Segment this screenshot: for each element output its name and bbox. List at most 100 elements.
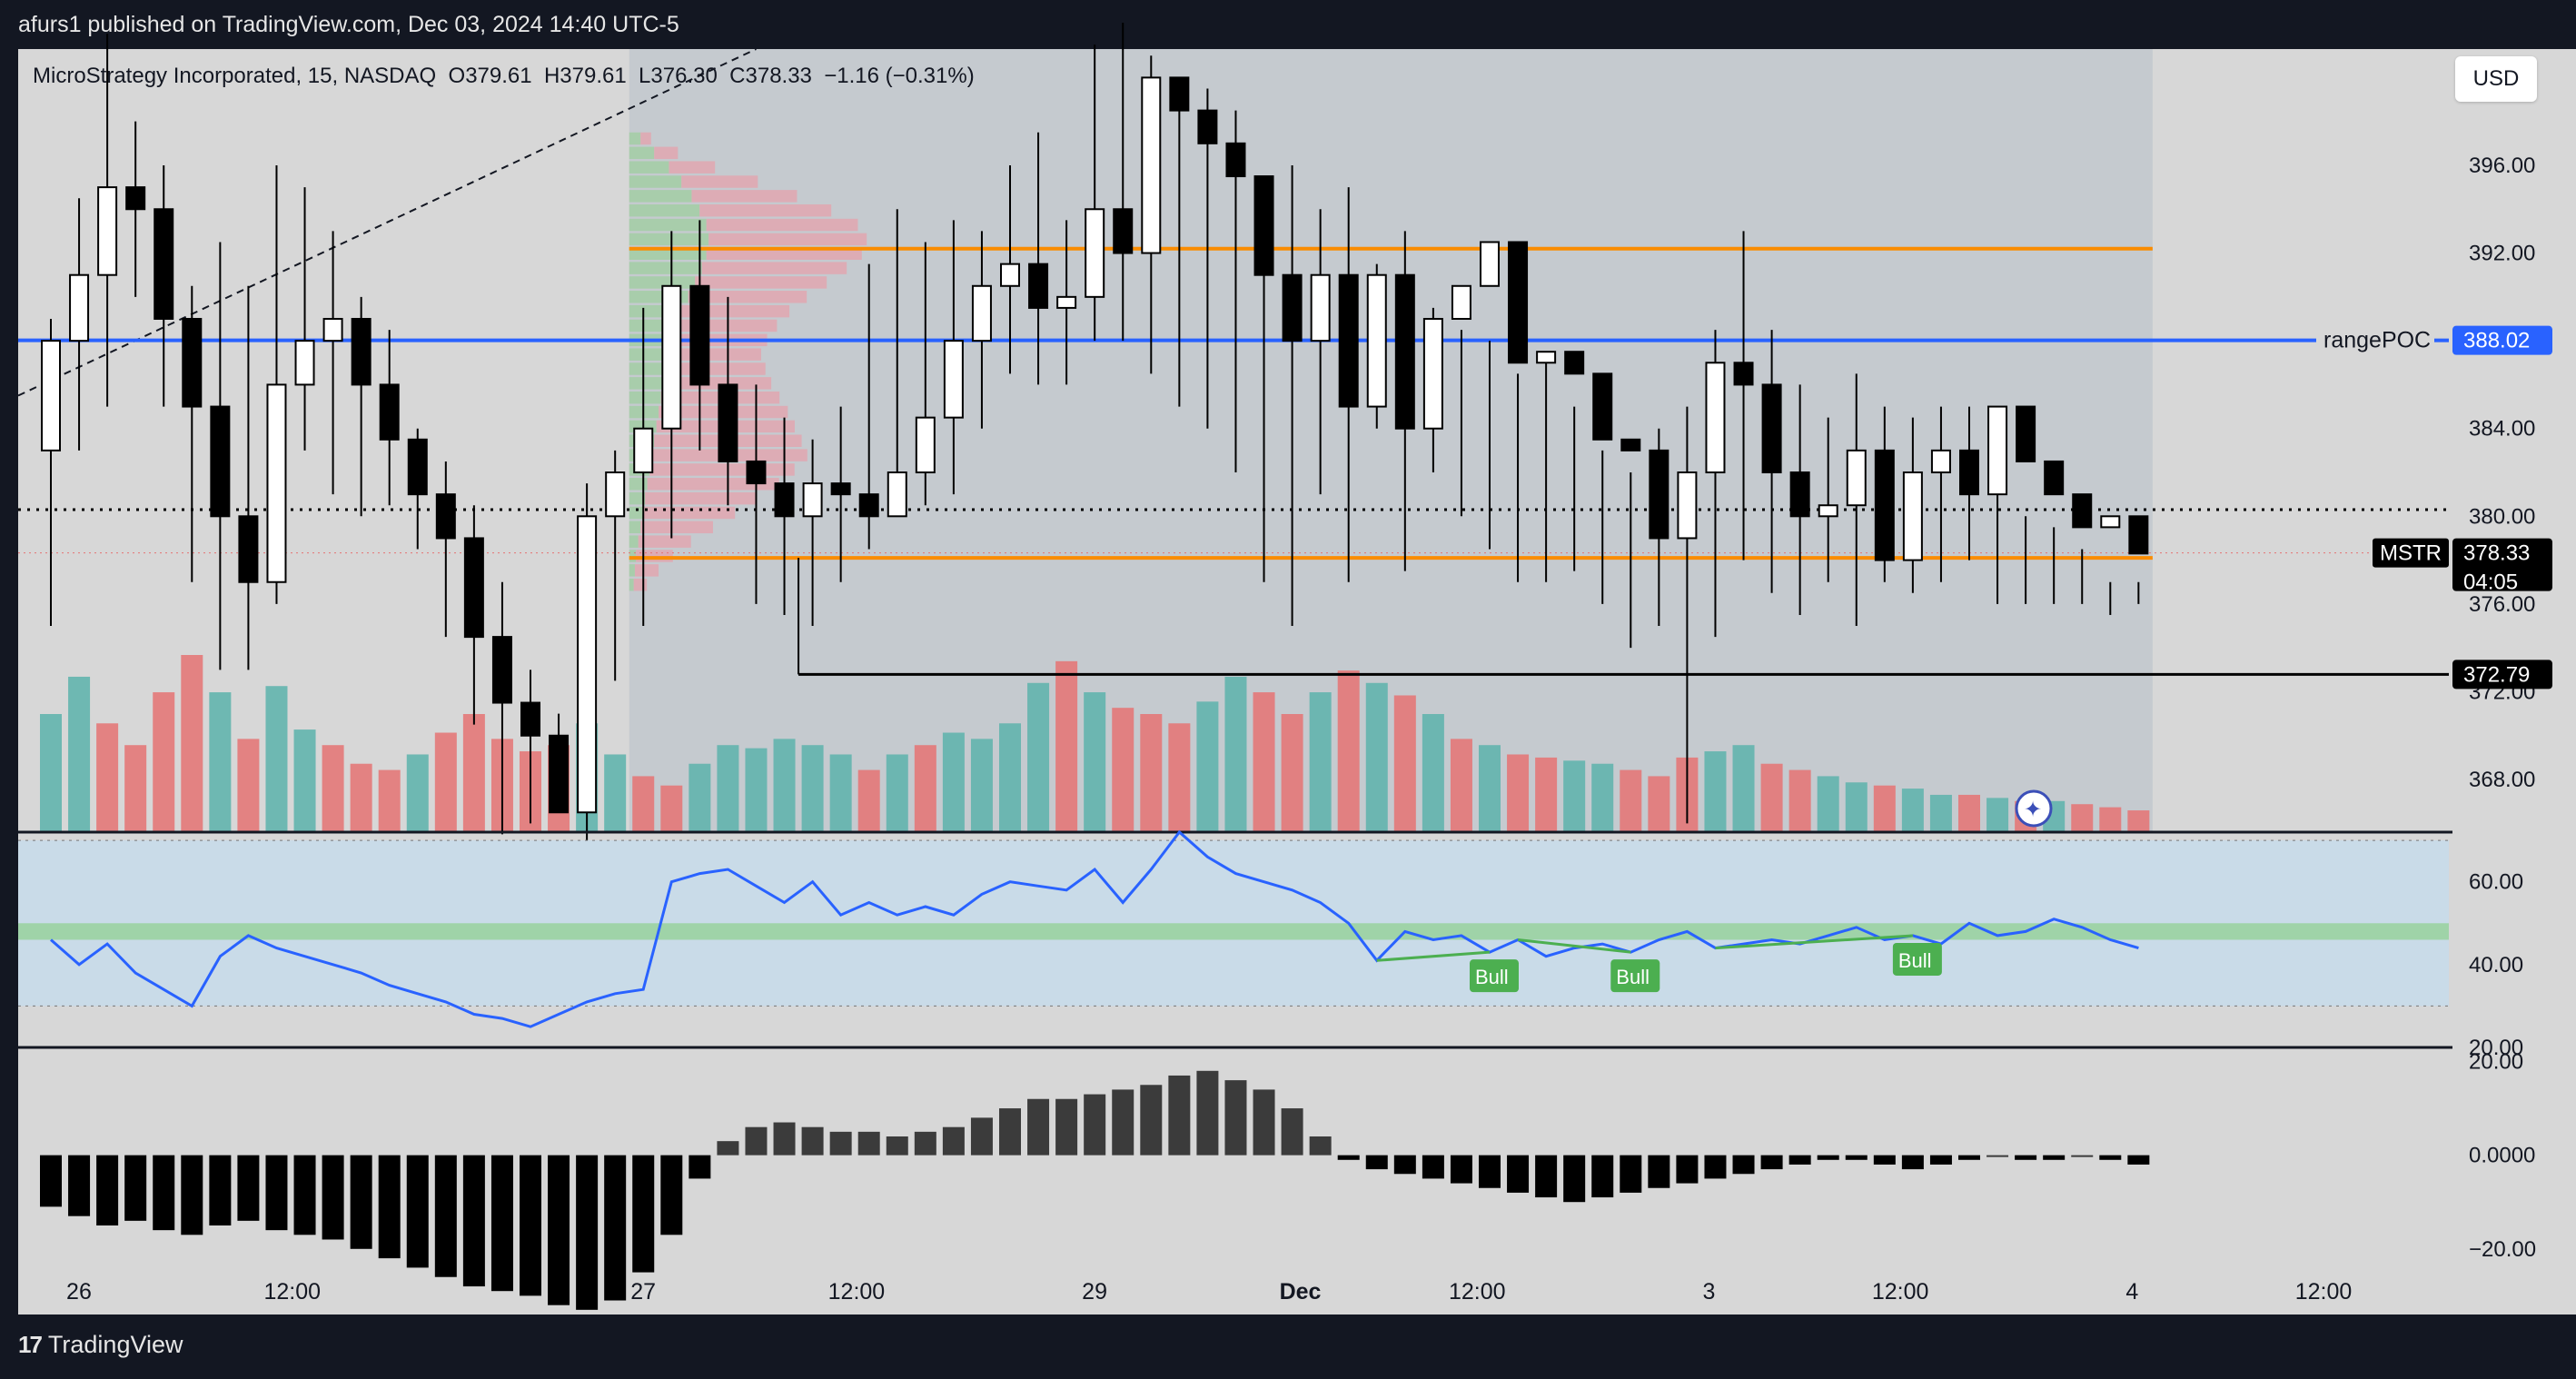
time-axis-tick: 3 bbox=[1702, 1279, 1715, 1305]
candle-down bbox=[2016, 405, 2036, 462]
bull-divergence-line bbox=[1376, 950, 1491, 962]
range-poc-label: rangePOC bbox=[2323, 328, 2431, 353]
histogram-bar bbox=[1732, 1155, 1755, 1175]
histogram-axis-tick: 20.00 bbox=[2469, 1049, 2523, 1074]
publish-header: afurs1 published on TradingView.com, Dec… bbox=[0, 0, 2576, 49]
candle-up bbox=[2100, 515, 2121, 529]
histogram-bar bbox=[1704, 1155, 1727, 1179]
candle-down bbox=[238, 515, 259, 583]
candle-up bbox=[322, 317, 343, 342]
footer-bar: 17 TradingView bbox=[0, 1315, 2576, 1379]
tradingview-logo[interactable]: 17 TradingView bbox=[18, 1331, 183, 1359]
volume-bar bbox=[68, 676, 91, 832]
assistant-icon bbox=[2015, 789, 2053, 828]
candle-down bbox=[2044, 460, 2065, 496]
legend-low-label: L bbox=[639, 64, 651, 88]
volume-bar bbox=[1365, 682, 1388, 832]
histogram-bar bbox=[2099, 1155, 2122, 1160]
profile-row-down bbox=[647, 478, 779, 491]
profile-row-down bbox=[642, 506, 736, 520]
volume-bar bbox=[209, 692, 232, 832]
volume-bar bbox=[350, 763, 372, 832]
histogram-bar bbox=[237, 1155, 260, 1221]
candle-up bbox=[605, 471, 626, 518]
volume-bar bbox=[2127, 810, 2150, 832]
histogram-bar bbox=[1027, 1098, 1050, 1156]
volume-bar bbox=[801, 745, 824, 832]
profile-row-down bbox=[695, 276, 827, 289]
price-axis-tick: 392.00 bbox=[2469, 242, 2535, 266]
volume-bar bbox=[1253, 692, 1275, 832]
volume-bar bbox=[1817, 776, 1839, 832]
volume-bar bbox=[745, 748, 768, 832]
histogram-bar bbox=[1422, 1155, 1444, 1179]
candle-up bbox=[915, 416, 936, 474]
candle-down bbox=[718, 383, 738, 462]
profile-row-down bbox=[669, 348, 761, 361]
profile-row-down bbox=[640, 521, 713, 534]
histogram-bar bbox=[1817, 1155, 1839, 1160]
volume-bar bbox=[1704, 751, 1727, 832]
price-axis-tick: 384.00 bbox=[2469, 417, 2535, 441]
candle-down bbox=[1394, 273, 1415, 430]
candle-up bbox=[943, 340, 964, 419]
candle-up bbox=[294, 340, 315, 386]
candle-up bbox=[1085, 208, 1105, 298]
volume-bar bbox=[434, 732, 457, 832]
publish-text: afurs1 published on TradingView.com, Dec… bbox=[18, 12, 679, 37]
candle-down bbox=[1874, 449, 1895, 561]
volume-bar bbox=[1620, 769, 1642, 832]
candle-down bbox=[2072, 493, 2093, 529]
legend-close-label: C bbox=[729, 64, 746, 88]
histogram-bar bbox=[1986, 1155, 2009, 1157]
histogram-bar bbox=[2071, 1155, 2094, 1157]
candle-up bbox=[1056, 295, 1077, 309]
volume-bar bbox=[660, 785, 683, 832]
volume-bar bbox=[322, 745, 344, 832]
histogram-bar bbox=[1196, 1070, 1219, 1156]
histogram-bar bbox=[604, 1155, 627, 1301]
profile-row-down bbox=[691, 190, 798, 203]
volume-bar bbox=[970, 739, 993, 832]
volume-bar bbox=[153, 692, 175, 832]
histogram-bar bbox=[660, 1155, 683, 1235]
histogram-bar bbox=[1958, 1155, 1980, 1160]
candle-up bbox=[1705, 362, 1726, 474]
rsi-mid-band bbox=[18, 923, 2449, 940]
profile-row-up bbox=[629, 132, 641, 145]
volume-bar bbox=[1929, 794, 1952, 832]
histogram-bar bbox=[265, 1155, 288, 1231]
rsi-axis-tick: 40.00 bbox=[2469, 953, 2523, 977]
bull-divergence-line bbox=[1517, 938, 1631, 954]
histogram-bar bbox=[153, 1155, 175, 1231]
volume-bar bbox=[2071, 804, 2094, 832]
candle-up bbox=[661, 284, 682, 430]
candle-down bbox=[774, 482, 795, 518]
tradingview-brand: TradingView bbox=[47, 1331, 183, 1358]
histogram-bar bbox=[1563, 1155, 1586, 1203]
time-axis-tick: 12:00 bbox=[1872, 1279, 1929, 1305]
histogram-bar bbox=[1760, 1155, 1783, 1170]
profile-row-down bbox=[699, 203, 832, 217]
histogram-bar bbox=[1309, 1136, 1332, 1156]
candle-up bbox=[1902, 471, 1923, 561]
histogram-bar bbox=[829, 1131, 852, 1156]
rsi-axis-tick: 20.00 bbox=[2469, 1036, 2523, 1060]
volume-bar bbox=[773, 739, 796, 832]
currency-button[interactable]: USD bbox=[2455, 56, 2537, 102]
bull-label-bg bbox=[1610, 959, 1660, 993]
time-axis-tick: Dec bbox=[1280, 1279, 1322, 1305]
price-axis-tick: 380.00 bbox=[2469, 504, 2535, 529]
candle-down bbox=[746, 460, 767, 485]
profile-row-down bbox=[708, 233, 867, 246]
volume-bar bbox=[1196, 701, 1219, 832]
histogram-bar bbox=[2015, 1155, 2037, 1160]
price-axis-tick: 376.00 bbox=[2469, 592, 2535, 617]
candle-up bbox=[971, 284, 992, 342]
poc-price-tag: 388.02 bbox=[2463, 329, 2530, 353]
candle-down bbox=[407, 438, 428, 496]
candle-up bbox=[1930, 449, 1951, 474]
volume-bar bbox=[1337, 670, 1360, 832]
volume-bar bbox=[914, 745, 936, 832]
